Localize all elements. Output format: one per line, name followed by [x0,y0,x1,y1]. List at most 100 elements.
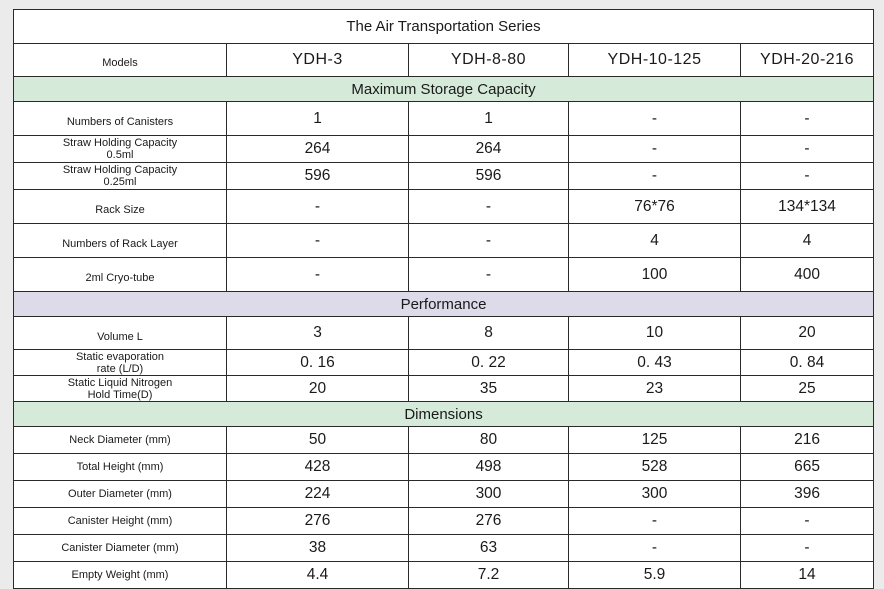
table-title: The Air Transportation Series [12,9,875,44]
table-cell: 498 [408,453,569,481]
table-cell: 0. 43 [568,349,741,376]
table-cell: 20 [226,375,409,402]
row-label: Canister Height (mm) [13,507,227,535]
table-row: Straw Holding Capacity 0.25ml 596 596 - - [13,162,875,190]
row-label-text: Numbers of Canisters [66,116,174,128]
table-cell: - [408,223,569,258]
model-header: YDH-3 [226,43,409,77]
table-cell: 665 [739,453,875,481]
row-label-subtext: 0.25ml [103,176,137,188]
section-header-row: Performance [12,291,875,317]
table-cell: 396 [739,480,875,508]
models-label: Models [13,43,227,77]
table-cell: 7.2 [408,561,569,589]
table-row: Canister Height (mm) 276 276 - - [13,507,875,535]
table-cell: 400 [739,257,875,292]
table-row: Straw Holding Capacity 0.5ml 264 264 - - [13,135,875,163]
model-header: YDH-10-125 [568,43,741,77]
row-label-text: Outer Diameter (mm) [68,488,172,500]
table-cell: 23 [568,375,741,402]
table-cell: 76*76 [568,189,741,224]
row-label-subtext: rate (L/D) [96,362,144,375]
spec-table: The Air Transportation Series Models YDH… [12,9,875,589]
row-label: Canister Diameter (mm) [13,534,227,562]
table-cell: 0. 22 [408,349,569,376]
table-row: Canister Diameter (mm) 38 63 - - [13,534,875,562]
table-row: Total Height (mm) 428 498 528 665 [13,453,875,481]
row-label-text: Volume L [97,330,143,343]
table-cell: 300 [568,480,741,508]
table-row: Neck Diameter (mm) 50 80 125 216 [13,426,875,454]
table-cell: 25 [739,375,875,402]
row-label: Volume L [13,316,227,350]
table-cell: - [568,507,741,535]
table-row: Empty Weight (mm) 4.4 7.2 5.9 14 [13,561,875,589]
table-cell: 596 [226,162,409,190]
table-cell: 4.4 [226,561,409,589]
row-label-text: Neck Diameter (mm) [69,434,171,446]
table-cell: 276 [226,507,409,535]
row-label: Rack Size [13,189,227,224]
model-header: YDH-8-80 [408,43,569,77]
table-cell: 276 [408,507,569,535]
row-label-text: Static evaporation [75,350,165,363]
row-label: Numbers of Canisters [13,101,227,136]
model-header: YDH-20-216 [739,43,875,77]
table-cell: - [739,135,875,163]
table-cell: 4 [568,223,741,258]
row-label: Static evaporation rate (L/D) [13,349,227,376]
table-row: Static Liquid Nitrogen Hold Time(D) 20 35… [13,375,875,402]
table-cell: 264 [226,135,409,163]
table-cell: 3 [226,316,409,350]
table-cell: 216 [739,426,875,454]
table-cell: 134*134 [739,189,875,224]
row-label-subtext: 0.5ml [106,149,134,161]
row-label: Outer Diameter (mm) [13,480,227,508]
table-cell: 10 [568,316,741,350]
row-label-text: Straw Holding Capacity [62,137,178,149]
table-cell: - [226,223,409,258]
table-row: Rack Size - - 76*76 134*134 [13,189,875,224]
table-row: Numbers of Canisters 1 1 - - [13,101,875,136]
row-label: Total Height (mm) [13,453,227,481]
section-title: Dimensions [12,401,875,427]
table-row: Outer Diameter (mm) 224 300 300 396 [13,480,875,508]
row-label-text: Total Height (mm) [76,461,164,473]
table-row: Volume L 3 8 10 20 [13,316,875,350]
table-row: Numbers of Rack Layer - - 4 4 [13,223,875,258]
table-cell: 5.9 [568,561,741,589]
row-label-text: 2ml Cryo-tube [85,272,155,284]
row-label: Straw Holding Capacity 0.5ml [13,135,227,163]
section-title: Performance [12,291,875,317]
table-cell: 528 [568,453,741,481]
table-cell: 4 [739,223,875,258]
section-title: Maximum Storage Capacity [12,76,875,102]
row-label-text: Rack Size [95,204,145,216]
table-cell: 8 [408,316,569,350]
row-label: Static Liquid Nitrogen Hold Time(D) [13,375,227,402]
table-cell: - [408,257,569,292]
table-cell: - [226,257,409,292]
models-row: Models YDH-3 YDH-8-80 YDH-10-125 YDH-20-… [13,43,875,77]
row-label: 2ml Cryo-tube [13,257,227,292]
table-row: Static evaporation rate (L/D) 0. 16 0. 22… [13,349,875,376]
table-cell: 428 [226,453,409,481]
row-label: Numbers of Rack Layer [13,223,227,258]
table-cell: 20 [739,316,875,350]
table-cell: 300 [408,480,569,508]
row-label: Empty Weight (mm) [13,561,227,589]
table-cell: 14 [739,561,875,589]
table-cell: 50 [226,426,409,454]
table-cell: 38 [226,534,409,562]
row-label-text: Canister Diameter (mm) [61,542,179,554]
row-label-text: Straw Holding Capacity [62,164,178,176]
table-row: 2ml Cryo-tube - - 100 400 [13,257,875,292]
table-cell: 1 [408,101,569,136]
table-cell: 0. 84 [739,349,875,376]
table-cell: 0. 16 [226,349,409,376]
table-cell: - [739,162,875,190]
table-cell: - [739,534,875,562]
row-label: Neck Diameter (mm) [13,426,227,454]
row-label-text: Static Liquid Nitrogen [67,376,173,389]
table-cell: - [568,534,741,562]
